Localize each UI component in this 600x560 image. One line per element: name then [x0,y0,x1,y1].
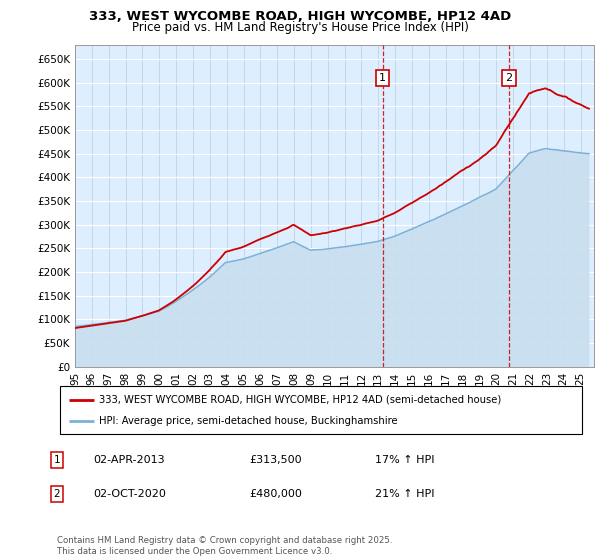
Text: 333, WEST WYCOMBE ROAD, HIGH WYCOMBE, HP12 4AD: 333, WEST WYCOMBE ROAD, HIGH WYCOMBE, HP… [89,10,511,23]
Text: 02-OCT-2020: 02-OCT-2020 [93,489,166,499]
Text: 1: 1 [379,73,386,83]
Text: 21% ↑ HPI: 21% ↑ HPI [375,489,434,499]
Text: 02-APR-2013: 02-APR-2013 [93,455,164,465]
Text: 2: 2 [53,489,61,499]
Text: HPI: Average price, semi-detached house, Buckinghamshire: HPI: Average price, semi-detached house,… [99,416,398,426]
Text: 333, WEST WYCOMBE ROAD, HIGH WYCOMBE, HP12 4AD (semi-detached house): 333, WEST WYCOMBE ROAD, HIGH WYCOMBE, HP… [99,395,502,405]
Text: £313,500: £313,500 [249,455,302,465]
Text: £480,000: £480,000 [249,489,302,499]
Text: 1: 1 [53,455,61,465]
Text: 17% ↑ HPI: 17% ↑ HPI [375,455,434,465]
Text: Contains HM Land Registry data © Crown copyright and database right 2025.
This d: Contains HM Land Registry data © Crown c… [57,536,392,556]
Text: 2: 2 [505,73,512,83]
Text: Price paid vs. HM Land Registry's House Price Index (HPI): Price paid vs. HM Land Registry's House … [131,21,469,34]
